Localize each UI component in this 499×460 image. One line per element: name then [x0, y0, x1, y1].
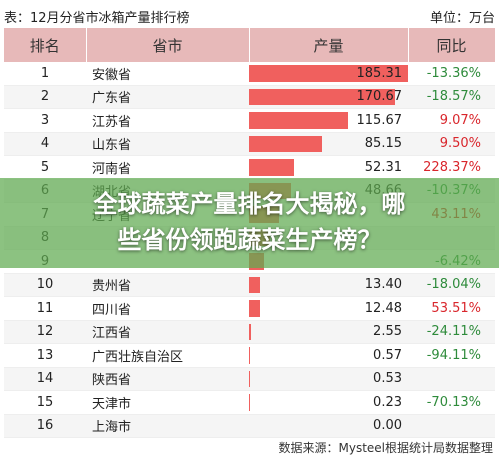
output-bar: [249, 323, 252, 340]
yoy-cell: 9.07%: [408, 108, 495, 133]
table-row: 3 江苏省 115.67 9.07%: [4, 108, 495, 133]
table-row: 1 安徽省 185.31 -13.36%: [4, 62, 495, 86]
rank-cell: 10: [4, 273, 86, 297]
output-bar: [249, 65, 408, 82]
rank-cell: 4: [4, 132, 86, 156]
output-value: 52.31: [364, 159, 402, 175]
province-cell: 广东省: [86, 85, 249, 109]
output-value: 0.57: [373, 347, 402, 363]
output-value: 85.15: [364, 136, 402, 152]
yoy-cell: -70.13%: [408, 390, 495, 415]
rank-cell: 12: [4, 320, 86, 344]
yoy-cell: [408, 367, 495, 391]
output-cell: 13.40: [249, 273, 408, 297]
overlay-banner: [0, 178, 499, 268]
output-value: 115.67: [356, 112, 403, 128]
output-cell: 185.31: [249, 62, 408, 86]
output-cell: 115.67: [249, 108, 408, 133]
output-bar: [249, 135, 323, 152]
output-value: 12.48: [364, 300, 402, 316]
table-row: 5 河南省 52.31 228.37%: [4, 155, 495, 180]
yoy-cell: -24.11%: [408, 320, 495, 344]
header-row: 排名 省市 产量 同比: [4, 28, 496, 62]
rank-cell: 5: [4, 155, 86, 180]
rank-cell: 11: [4, 296, 86, 321]
table-title: 表：12月分省市冰箱产量排行榜: [4, 11, 190, 26]
table-row: 12 江西省 2.55 -24.11%: [4, 320, 495, 344]
yoy-cell: -18.57%: [408, 85, 495, 109]
header-province: 省市: [86, 28, 250, 62]
table-row: 14 陕西省 0.53: [4, 367, 495, 391]
yoy-cell: 9.50%: [408, 132, 495, 156]
rank-cell: 16: [4, 414, 86, 438]
rank-cell: 3: [4, 108, 86, 133]
rank-cell: 2: [4, 85, 86, 109]
table-row: 2 广东省 170.67 -18.57%: [4, 85, 495, 109]
yoy-cell: 228.37%: [408, 155, 495, 180]
output-value: 185.31: [356, 65, 403, 81]
province-cell: 江西省: [86, 320, 249, 344]
rank-cell: 15: [4, 390, 86, 415]
header-rank: 排名: [4, 28, 87, 62]
province-cell: 天津市: [86, 390, 249, 415]
data-source: 数据来源：Mysteel根据统计局数据整理: [278, 441, 493, 455]
output-value: 0.53: [373, 371, 402, 387]
table-row: 15 天津市 0.23 -70.13%: [4, 390, 495, 415]
output-value: 13.40: [364, 277, 402, 293]
province-cell: 安徽省: [86, 62, 249, 86]
output-cell: 0.00: [249, 414, 408, 438]
rank-cell: 13: [4, 343, 86, 368]
header-yoy: 同比: [408, 28, 496, 62]
province-cell: 陕西省: [86, 367, 249, 391]
output-cell: 0.53: [249, 367, 408, 391]
output-bar: [249, 276, 261, 293]
output-cell: 2.55: [249, 320, 408, 344]
province-cell: 四川省: [86, 296, 249, 321]
output-cell: 12.48: [249, 296, 408, 321]
yoy-cell: -18.04%: [408, 273, 495, 297]
output-bar: [249, 300, 260, 317]
province-cell: 江苏省: [86, 108, 249, 133]
output-value: 2.55: [373, 324, 402, 340]
table-row: 4 山东省 85.15 9.50%: [4, 132, 495, 156]
table-row: 10 贵州省 13.40 -18.04%: [4, 273, 495, 297]
output-value: 0.23: [373, 394, 402, 410]
yoy-cell: -94.11%: [408, 343, 495, 368]
province-cell: 贵州省: [86, 273, 249, 297]
output-bar: [249, 159, 294, 176]
top-bar: 表：12月分省市冰箱产量排行榜 单位：万台: [0, 0, 499, 28]
output-bar: [249, 88, 396, 105]
table-row: 13 广西壮族自治区 0.57 -94.11%: [4, 343, 495, 368]
output-value: 170.67: [356, 89, 403, 105]
output-bar: [249, 112, 349, 129]
table-row: 11 四川省 12.48 53.51%: [4, 296, 495, 321]
headline-line-2: 些省份领跑蔬菜生产榜？: [117, 226, 382, 254]
output-value: 0.00: [373, 418, 402, 434]
rank-cell: 14: [4, 367, 86, 391]
output-cell: 0.23: [249, 390, 408, 415]
province-cell: 上海市: [86, 414, 249, 438]
table-row: 16 上海市 0.00: [4, 414, 495, 438]
output-cell: 85.15: [249, 132, 408, 156]
headline-line-1: 全球蔬菜产量排名大揭秘，哪: [93, 190, 406, 218]
province-cell: 广西壮族自治区: [86, 343, 249, 368]
yoy-cell: [408, 414, 495, 438]
unit-label: 单位：万台: [429, 11, 495, 26]
yoy-cell: 53.51%: [408, 296, 495, 321]
output-cell: 170.67: [249, 85, 408, 109]
overlay-headline: 全球蔬菜产量排名大揭秘，哪 些省份领跑蔬菜生产榜？: [10, 186, 489, 258]
rank-cell: 1: [4, 62, 86, 86]
province-cell: 河南省: [86, 155, 249, 180]
province-cell: 山东省: [86, 132, 249, 156]
output-cell: 0.57: [249, 343, 408, 368]
yoy-cell: -13.36%: [408, 62, 495, 86]
header-output: 产量: [249, 28, 409, 62]
output-cell: 52.31: [249, 155, 408, 180]
